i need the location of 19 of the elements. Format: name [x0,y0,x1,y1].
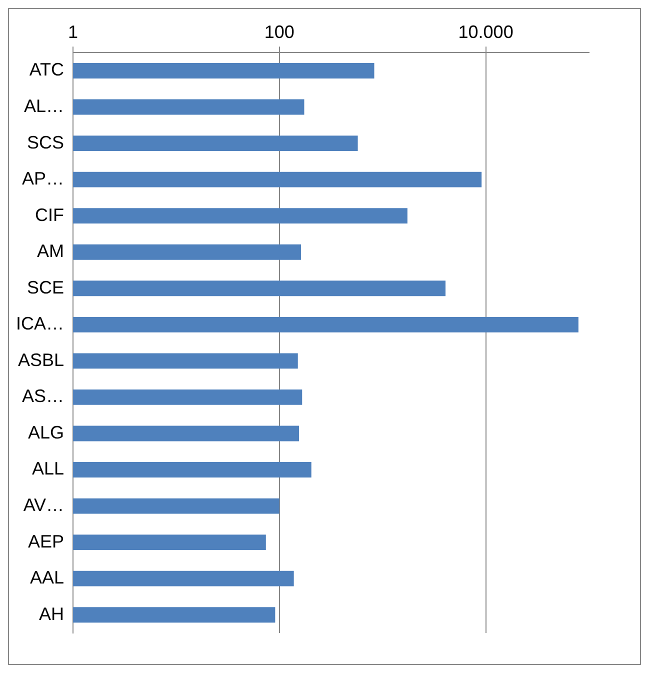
y-tick-label: AH [38,604,64,624]
x-tick-label: 1 [68,22,78,42]
y-tick-label: AM [37,241,64,262]
x-tick-label: 10.000 [458,22,514,42]
y-tick-label: AAL [30,568,64,588]
y-tick-label: AL… [24,96,64,116]
y-tick-label: AP… [22,168,64,189]
y-tick-label: ATC [29,60,64,80]
y-tick-label: SCE [26,277,64,298]
y-tick-label: ICA… [16,314,64,334]
x-tick-label: 100 [264,22,294,42]
y-tick-label: SCS [26,132,64,152]
y-tick-label: AEP [28,531,64,552]
y-tick-label: ALG [28,422,64,442]
y-tick-label: ALL [32,458,64,479]
y-tick-label: AS… [22,386,64,406]
y-tick-label: CIF [35,204,64,225]
y-tick-label: AV… [23,495,64,516]
y-tick-label: ASBL [18,350,64,370]
